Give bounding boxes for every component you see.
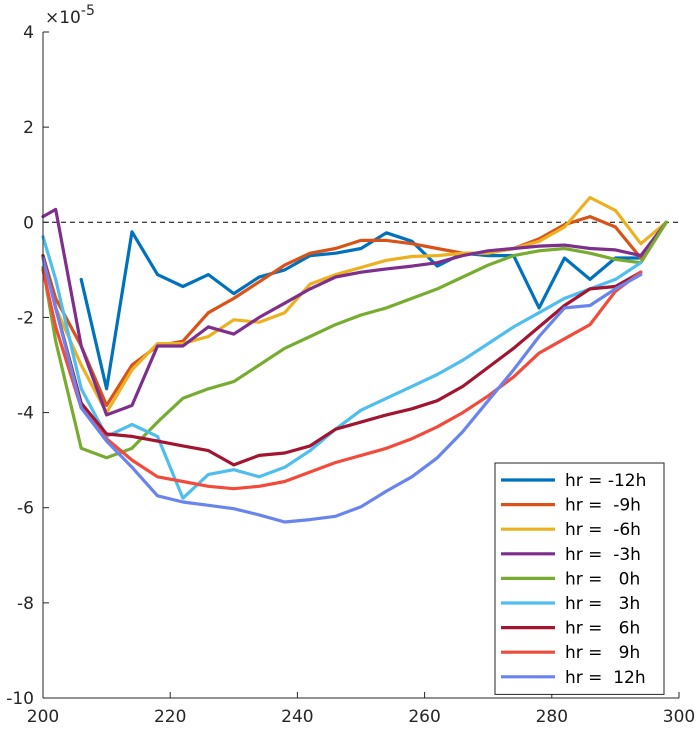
series-line-8 <box>41 256 643 524</box>
x-tick-label: 200 <box>27 707 59 727</box>
x-tick-label: 260 <box>408 707 440 727</box>
legend-entry-0: hr = -12h <box>565 471 646 491</box>
legend-entry-4: hr = 0h <box>565 569 640 589</box>
y-tick-label: 0 <box>23 213 34 233</box>
y-tick-label: -4 <box>17 404 34 424</box>
y-tick-label: 4 <box>23 23 34 43</box>
series-line-1 <box>41 215 668 407</box>
legend-entry-2: hr = -6h <box>565 520 641 540</box>
series-line-4 <box>41 220 668 460</box>
series-line-7 <box>41 268 643 491</box>
legend-entry-3: hr = -3h <box>565 545 641 565</box>
plot-area <box>41 195 679 524</box>
series-line-3 <box>41 207 668 417</box>
series-line-6 <box>41 254 643 467</box>
legend-entry-5: hr = 3h <box>565 594 640 614</box>
y-exponent-power: -5 <box>81 3 95 19</box>
y-tick-label: 2 <box>23 118 34 138</box>
y-tick-label: -6 <box>17 499 34 519</box>
y-tick-label: -10 <box>6 689 34 709</box>
y-tick-label: -8 <box>17 594 34 614</box>
legend-entry-1: hr = -9h <box>565 496 641 516</box>
x-tick-label: 300 <box>663 707 695 727</box>
axes: 200 220 240 260 280 300 -10 -8 -6 -4 -2 0 2 4 ×10-5 <box>6 3 695 727</box>
series-line-2 <box>41 195 668 415</box>
x-tick-label: 280 <box>536 707 568 727</box>
y-tick-label: -2 <box>17 308 34 328</box>
legend: hr = -12h hr = -9h hr = -6h hr = -3h hr = 0h… <box>494 462 665 695</box>
legend-entry-8: hr = 12h <box>565 668 646 688</box>
y-exponent-base: ×10 <box>45 8 81 28</box>
x-tick-label: 220 <box>154 707 186 727</box>
y-exponent-label: ×10-5 <box>45 3 95 28</box>
x-tick-label: 240 <box>281 707 313 727</box>
legend-entry-7: hr = 9h <box>565 643 640 663</box>
legend-entry-6: hr = 6h <box>565 619 640 639</box>
